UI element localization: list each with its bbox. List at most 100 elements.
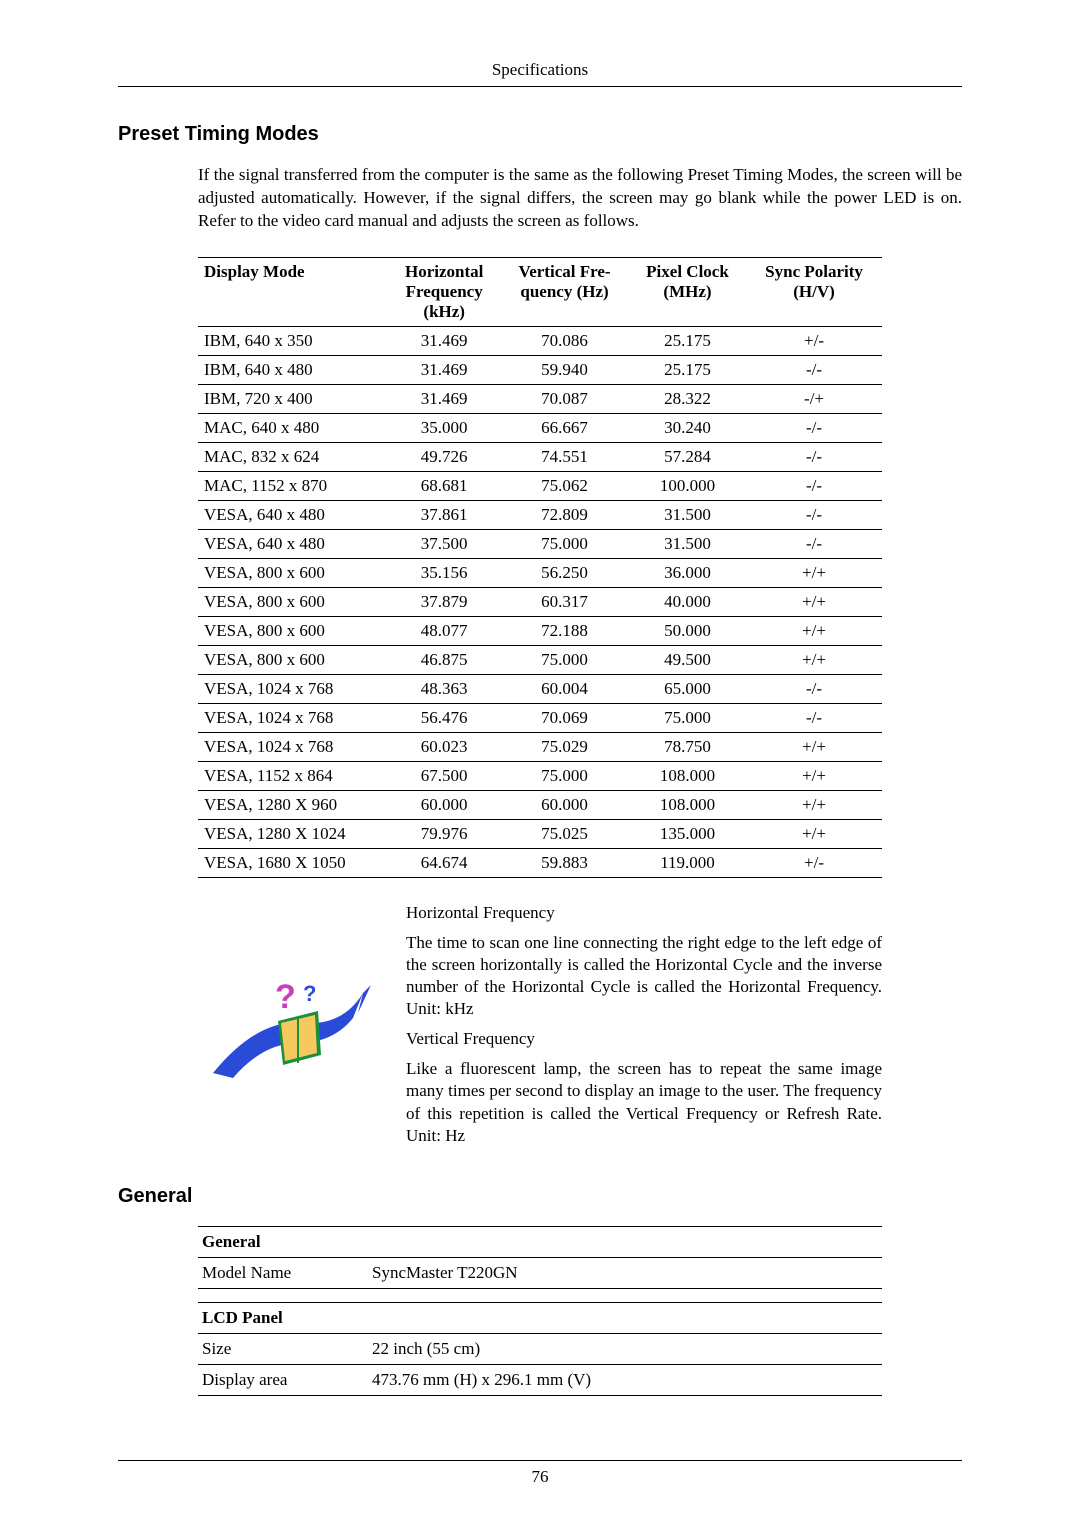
table-cell: 75.000 <box>629 703 746 732</box>
table-cell: 70.069 <box>500 703 629 732</box>
table-row: VESA, 800 x 60046.87575.00049.500+/+ <box>198 645 882 674</box>
col-sync-polarity: Sync Polarity (H/V) <box>746 257 882 326</box>
spec-value: SyncMaster T220GN <box>368 1257 882 1288</box>
page-header: Specifications <box>118 60 962 87</box>
table-cell: 31.469 <box>388 355 500 384</box>
col-pixel-clock: Pixel Clock (MHz) <box>629 257 746 326</box>
table-cell: 40.000 <box>629 587 746 616</box>
frequency-text: Horizontal Frequency The time to scan on… <box>406 902 882 1155</box>
table-cell: -/- <box>746 471 882 500</box>
timing-modes-table: Display Mode Horizontal Frequency (kHz) … <box>198 257 882 878</box>
table-cell: 50.000 <box>629 616 746 645</box>
table-cell: +/- <box>746 326 882 355</box>
table-cell: 60.317 <box>500 587 629 616</box>
vf-body: Like a fluorescent lamp, the screen has … <box>406 1058 882 1146</box>
table-cell: IBM, 720 x 400 <box>198 384 388 413</box>
table-cell: IBM, 640 x 350 <box>198 326 388 355</box>
spec-row: Size22 inch (55 cm) <box>198 1333 882 1364</box>
spec-key: Display area <box>198 1364 368 1395</box>
table-cell: +/+ <box>746 587 882 616</box>
hf-body: The time to scan one line connecting the… <box>406 932 882 1020</box>
table-row: MAC, 640 x 48035.00066.66730.240-/- <box>198 413 882 442</box>
table-cell: VESA, 1680 X 1050 <box>198 848 388 877</box>
table-row: MAC, 832 x 62449.72674.55157.284-/- <box>198 442 882 471</box>
table-row: VESA, 1024 x 76860.02375.02978.750+/+ <box>198 732 882 761</box>
table-row: VESA, 1280 X 102479.97675.025135.000+/+ <box>198 819 882 848</box>
table-cell: VESA, 1024 x 768 <box>198 674 388 703</box>
table-cell: 68.681 <box>388 471 500 500</box>
table-cell: MAC, 1152 x 870 <box>198 471 388 500</box>
general-spec-table: GeneralModel NameSyncMaster T220GN LCD Pa… <box>198 1226 882 1396</box>
table-cell: MAC, 640 x 480 <box>198 413 388 442</box>
table-cell: +/+ <box>746 819 882 848</box>
table-row: VESA, 640 x 48037.50075.00031.500-/- <box>198 529 882 558</box>
table-cell: -/- <box>746 703 882 732</box>
table-cell: 65.000 <box>629 674 746 703</box>
table-cell: +/+ <box>746 645 882 674</box>
table-cell: +/+ <box>746 732 882 761</box>
table-cell: -/+ <box>746 384 882 413</box>
table-cell: 31.469 <box>388 326 500 355</box>
table-cell: VESA, 800 x 600 <box>198 558 388 587</box>
table-cell: 48.363 <box>388 674 500 703</box>
table-cell: 35.000 <box>388 413 500 442</box>
table-cell: -/- <box>746 413 882 442</box>
spec-row: Model NameSyncMaster T220GN <box>198 1257 882 1288</box>
table-cell: 25.175 <box>629 326 746 355</box>
table-cell: 56.250 <box>500 558 629 587</box>
table-cell: VESA, 800 x 600 <box>198 587 388 616</box>
table-row: VESA, 1024 x 76848.36360.00465.000-/- <box>198 674 882 703</box>
col-horizontal-freq: Horizontal Frequency (kHz) <box>388 257 500 326</box>
general-heading: General <box>118 1185 962 1208</box>
preset-timing-intro: If the signal transferred from the compu… <box>198 164 962 233</box>
preset-timing-heading: Preset Timing Modes <box>118 123 962 146</box>
vf-title: Vertical Frequency <box>406 1028 882 1050</box>
table-cell: -/- <box>746 442 882 471</box>
table-cell: 66.667 <box>500 413 629 442</box>
table-cell: +/+ <box>746 558 882 587</box>
table-cell: 75.000 <box>500 761 629 790</box>
table-cell: VESA, 640 x 480 <box>198 529 388 558</box>
table-cell: 79.976 <box>388 819 500 848</box>
table-cell: 60.000 <box>500 790 629 819</box>
table-cell: 31.500 <box>629 500 746 529</box>
col-display-mode: Display Mode <box>198 257 388 326</box>
spec-key: Size <box>198 1333 368 1364</box>
table-row: VESA, 800 x 60048.07772.18850.000+/+ <box>198 616 882 645</box>
timing-table-header-row: Display Mode Horizontal Frequency (kHz) … <box>198 257 882 326</box>
table-cell: 75.025 <box>500 819 629 848</box>
table-cell: VESA, 1152 x 864 <box>198 761 388 790</box>
table-row: IBM, 640 x 48031.46959.94025.175-/- <box>198 355 882 384</box>
table-cell: +/+ <box>746 616 882 645</box>
table-cell: +/- <box>746 848 882 877</box>
table-cell: 108.000 <box>629 790 746 819</box>
table-cell: 37.879 <box>388 587 500 616</box>
spec-group-row: LCD Panel <box>198 1302 882 1333</box>
table-cell: 48.077 <box>388 616 500 645</box>
col-vertical-freq: Vertical Fre- quency (Hz) <box>500 257 629 326</box>
spec-group-title: LCD Panel <box>198 1302 882 1333</box>
table-cell: 37.500 <box>388 529 500 558</box>
table-cell: 70.086 <box>500 326 629 355</box>
table-cell: 49.726 <box>388 442 500 471</box>
table-row: VESA, 800 x 60037.87960.31740.000+/+ <box>198 587 882 616</box>
spec-group-row: General <box>198 1226 882 1257</box>
table-cell: 70.087 <box>500 384 629 413</box>
svg-text:?: ? <box>275 978 296 1016</box>
table-cell: 64.674 <box>388 848 500 877</box>
table-cell: 56.476 <box>388 703 500 732</box>
table-cell: 57.284 <box>629 442 746 471</box>
table-cell: +/+ <box>746 790 882 819</box>
spec-key: Model Name <box>198 1257 368 1288</box>
table-row: VESA, 1280 X 96060.00060.000108.000+/+ <box>198 790 882 819</box>
spec-value: 473.76 mm (H) x 296.1 mm (V) <box>368 1364 882 1395</box>
table-cell: -/- <box>746 500 882 529</box>
table-row: IBM, 640 x 35031.46970.08625.175+/- <box>198 326 882 355</box>
table-cell: VESA, 1024 x 768 <box>198 703 388 732</box>
table-cell: 28.322 <box>629 384 746 413</box>
table-cell: VESA, 1024 x 768 <box>198 732 388 761</box>
table-cell: 72.188 <box>500 616 629 645</box>
table-cell: -/- <box>746 529 882 558</box>
table-cell: 30.240 <box>629 413 746 442</box>
table-cell: 75.000 <box>500 529 629 558</box>
